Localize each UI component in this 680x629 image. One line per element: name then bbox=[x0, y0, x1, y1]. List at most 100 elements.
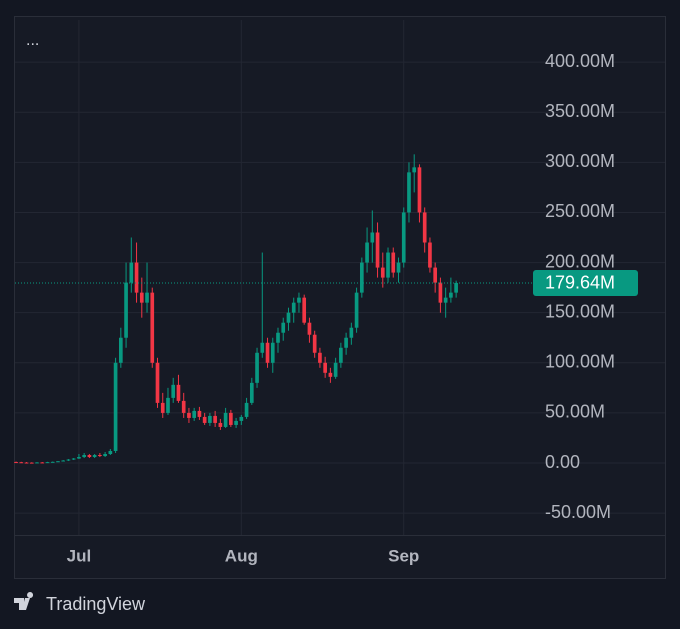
candle-body bbox=[187, 412, 191, 418]
candle bbox=[118, 327, 123, 368]
candle bbox=[103, 452, 107, 458]
candle-body bbox=[160, 402, 165, 413]
candle bbox=[139, 277, 144, 318]
logo: TradingView bbox=[14, 592, 146, 614]
candle bbox=[354, 287, 359, 333]
candle-body bbox=[260, 342, 265, 353]
candle-body bbox=[412, 167, 417, 173]
candle bbox=[270, 337, 275, 373]
candle bbox=[45, 461, 50, 464]
candle bbox=[318, 347, 322, 368]
candle bbox=[443, 287, 448, 318]
candle-body bbox=[365, 242, 369, 263]
candle-body bbox=[422, 212, 427, 243]
candle-body bbox=[307, 322, 312, 335]
candle-body bbox=[139, 292, 144, 303]
price-label-box bbox=[533, 269, 638, 296]
candle bbox=[349, 322, 354, 345]
candle-body bbox=[82, 455, 86, 458]
candle bbox=[50, 461, 55, 463]
candle bbox=[14, 461, 18, 464]
candle-body bbox=[244, 402, 249, 417]
candle-body bbox=[223, 412, 228, 427]
candle-body bbox=[40, 462, 45, 464]
candle bbox=[449, 277, 453, 303]
candle-body bbox=[145, 292, 149, 303]
candle bbox=[150, 287, 155, 368]
candle bbox=[276, 327, 280, 353]
candle-body bbox=[286, 312, 291, 323]
candle-body bbox=[229, 412, 233, 425]
candle bbox=[187, 407, 191, 423]
candle bbox=[370, 210, 375, 263]
candle-body bbox=[197, 410, 202, 417]
y-tick-label: 400.00M bbox=[545, 51, 615, 71]
candle-body bbox=[312, 334, 317, 353]
candle-body bbox=[14, 462, 18, 464]
candle bbox=[124, 262, 128, 348]
candle-body bbox=[281, 322, 286, 333]
candle bbox=[359, 257, 364, 298]
candle bbox=[417, 164, 422, 223]
candle-body bbox=[333, 362, 338, 377]
candle bbox=[307, 317, 312, 343]
candle-body bbox=[134, 262, 139, 293]
candle bbox=[208, 412, 212, 426]
candle bbox=[66, 459, 71, 462]
candle-body bbox=[19, 462, 24, 464]
y-tick-label: 300.00M bbox=[545, 151, 615, 171]
candle-body bbox=[417, 167, 422, 213]
candle-body bbox=[433, 267, 438, 283]
candle bbox=[202, 412, 207, 425]
candle bbox=[160, 392, 165, 418]
y-tick-label: 0.00 bbox=[545, 452, 580, 472]
candle-body bbox=[454, 282, 458, 293]
candle-body bbox=[108, 451, 113, 455]
candle-body bbox=[291, 302, 296, 313]
candle bbox=[281, 317, 286, 341]
candle-body bbox=[218, 422, 223, 427]
candle bbox=[92, 454, 97, 459]
candle bbox=[108, 448, 113, 456]
candle bbox=[312, 330, 317, 358]
candle-body bbox=[171, 384, 176, 398]
candle bbox=[239, 414, 244, 425]
candle bbox=[77, 454, 81, 460]
candle-body bbox=[71, 458, 76, 460]
candle bbox=[260, 252, 265, 358]
candle bbox=[134, 242, 139, 303]
candle-body bbox=[255, 352, 259, 383]
candle-body bbox=[328, 372, 333, 377]
candle bbox=[433, 262, 438, 293]
y-tick-label: 250.00M bbox=[545, 201, 615, 221]
candle-body bbox=[380, 267, 385, 278]
candle bbox=[291, 297, 296, 323]
candle bbox=[344, 332, 348, 355]
candle bbox=[71, 458, 76, 461]
candle-body bbox=[265, 342, 270, 363]
y-tick-label: 150.00M bbox=[545, 301, 615, 321]
candle bbox=[24, 462, 29, 464]
candle-body bbox=[213, 415, 217, 423]
candle bbox=[339, 342, 343, 368]
candle-body bbox=[407, 172, 411, 213]
candle-body bbox=[401, 212, 406, 263]
candle bbox=[145, 262, 149, 313]
candle bbox=[438, 277, 443, 313]
candle-body bbox=[297, 297, 301, 303]
candle bbox=[61, 460, 66, 462]
candle bbox=[422, 207, 427, 253]
candle-body bbox=[449, 292, 453, 298]
menu-button[interactable]: ... bbox=[26, 32, 39, 49]
candle-body bbox=[24, 462, 29, 464]
y-tick-label: 200.00M bbox=[545, 251, 615, 271]
candle bbox=[323, 356, 327, 378]
candle bbox=[255, 347, 259, 388]
candle bbox=[192, 407, 197, 421]
candle bbox=[407, 162, 411, 223]
candle-body bbox=[129, 262, 134, 283]
candle bbox=[29, 462, 34, 464]
candle bbox=[412, 154, 417, 193]
candle-body bbox=[396, 262, 401, 273]
